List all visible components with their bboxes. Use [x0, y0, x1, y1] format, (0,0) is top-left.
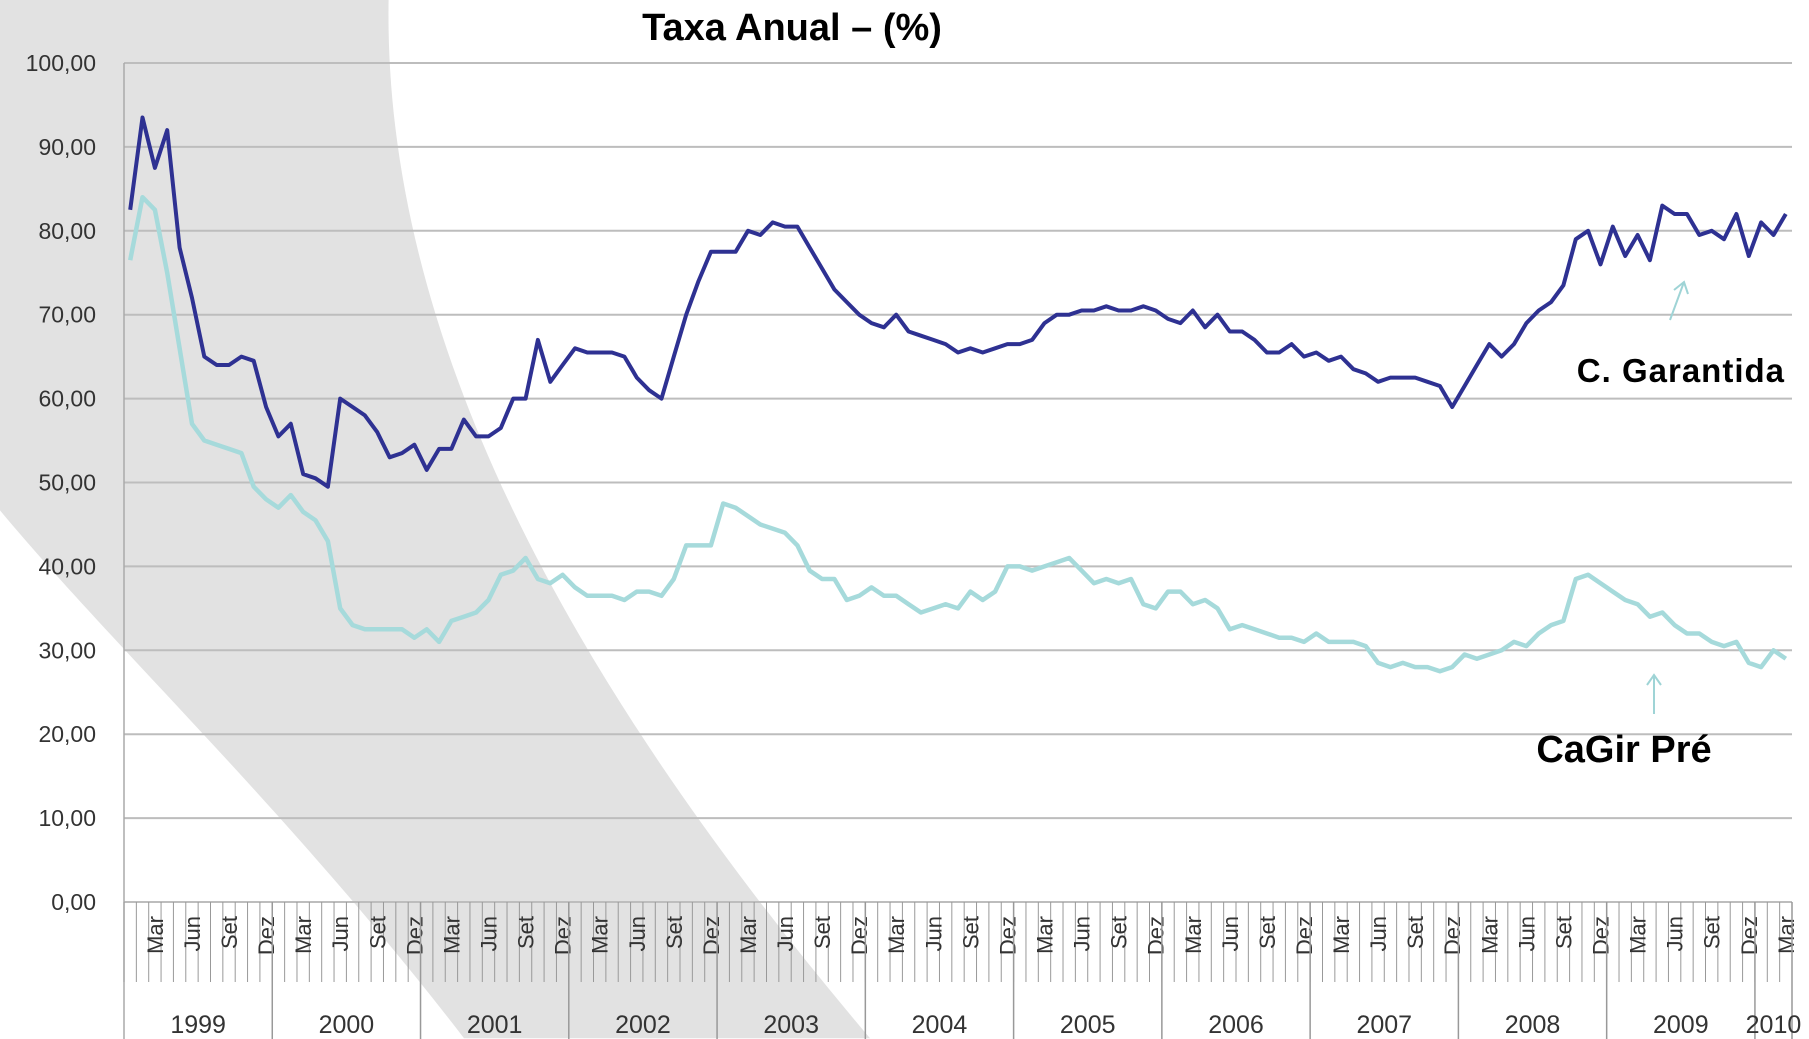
x-tick-label: Dez: [1737, 916, 1762, 955]
x-tick-label: Mar: [1774, 916, 1799, 954]
chart: 0,00 10,00 20,00 30,00 40,00 50,00 60,00 70,00 8…: [0, 0, 1809, 1039]
x-tick-label: Mar: [736, 916, 761, 954]
year-label: 2002: [615, 1011, 671, 1039]
x-tick-label: Mar: [291, 916, 316, 954]
x-tick-label: Dez: [1292, 916, 1317, 955]
x-tick-label: Dez: [699, 916, 724, 955]
x-tick-label: Jun: [1070, 916, 1095, 951]
x-tick-label: Dez: [1440, 916, 1465, 955]
y-tick-label: 50,00: [38, 470, 96, 496]
y-tick-label: 40,00: [38, 553, 96, 579]
x-tick-label: Dez: [1144, 916, 1169, 955]
x-tick-label: Set: [662, 916, 687, 949]
y-tick-label: 100,00: [26, 50, 96, 76]
x-tick-label: Jun: [921, 916, 946, 951]
x-tick-label: Set: [1700, 916, 1725, 949]
year-label: 2004: [912, 1011, 968, 1039]
year-label: 2001: [467, 1011, 523, 1039]
y-tick-label: 0,00: [51, 889, 96, 915]
x-tick-label: Mar: [1329, 916, 1354, 954]
x-tick-label: Set: [1255, 916, 1280, 949]
x-tick-label: Set: [810, 916, 835, 949]
y-tick-label: 60,00: [38, 386, 96, 412]
year-label: 2009: [1653, 1011, 1709, 1039]
x-tick-label: Mar: [1032, 916, 1057, 954]
x-tick-label: Mar: [1626, 916, 1651, 954]
x-tick-label: Jun: [1366, 916, 1391, 951]
x-tick-label: Dez: [847, 916, 872, 955]
chart-title: Taxa Anual – (%): [642, 7, 942, 49]
x-tick-label: Dez: [254, 916, 279, 955]
y-tick-label: 70,00: [38, 302, 96, 328]
year-label: 2006: [1208, 1011, 1264, 1039]
year-label: 2005: [1060, 1011, 1116, 1039]
y-tick-label: 10,00: [38, 805, 96, 831]
x-tick-label: Mar: [588, 916, 613, 954]
x-tick-label: Jun: [328, 916, 353, 951]
x-tick-label: Jun: [1663, 916, 1688, 951]
year-label: 1999: [170, 1011, 226, 1039]
x-tick-label: Set: [1403, 916, 1428, 949]
x-tick-label: Dez: [551, 916, 576, 955]
x-tick-label: Mar: [439, 916, 464, 954]
x-tick-label: Jun: [1218, 916, 1243, 951]
x-tick-label: Dez: [402, 916, 427, 955]
year-label: 2000: [319, 1011, 375, 1039]
x-tick-label: Set: [514, 916, 539, 949]
x-tick-label: Set: [1551, 916, 1576, 949]
y-tick-label: 30,00: [38, 637, 96, 663]
x-tick-label: Set: [217, 916, 242, 949]
background-swoosh: [0, 0, 870, 1038]
x-tick-label: Set: [365, 916, 390, 949]
x-tick-label: Dez: [995, 916, 1020, 955]
series-annotation: C. Garantida: [1577, 352, 1785, 389]
year-label: 2008: [1505, 1011, 1561, 1039]
x-tick-label: Mar: [143, 916, 168, 954]
x-tick-label: Jun: [180, 916, 205, 951]
year-label: 2010: [1746, 1011, 1802, 1039]
x-tick-label: Jun: [476, 916, 501, 951]
x-tick-label: Jun: [773, 916, 798, 951]
x-tick-label: Set: [958, 916, 983, 949]
x-tick-label: Mar: [1181, 916, 1206, 954]
year-label: 2007: [1356, 1011, 1412, 1039]
x-tick-label: Jun: [625, 916, 650, 951]
x-tick-label: Mar: [1477, 916, 1502, 954]
x-tick-label: Set: [1107, 916, 1132, 949]
series-annotation: CaGir Pré: [1536, 729, 1711, 771]
x-tick-label: Jun: [1514, 916, 1539, 951]
y-tick-label: 80,00: [38, 218, 96, 244]
x-tick-label: Dez: [1588, 916, 1613, 955]
y-tick-label: 90,00: [38, 134, 96, 160]
x-tick-label: Mar: [884, 916, 909, 954]
year-label: 2003: [763, 1011, 819, 1039]
y-tick-label: 20,00: [38, 721, 96, 747]
